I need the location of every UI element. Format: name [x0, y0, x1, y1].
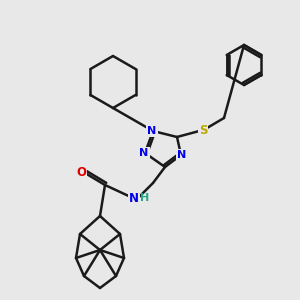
Text: O: O	[76, 167, 86, 179]
Text: S: S	[199, 124, 207, 136]
Text: N: N	[129, 191, 139, 205]
Text: N: N	[177, 150, 187, 160]
Text: N: N	[147, 126, 157, 136]
Text: N: N	[140, 148, 148, 158]
Text: H: H	[140, 193, 150, 203]
